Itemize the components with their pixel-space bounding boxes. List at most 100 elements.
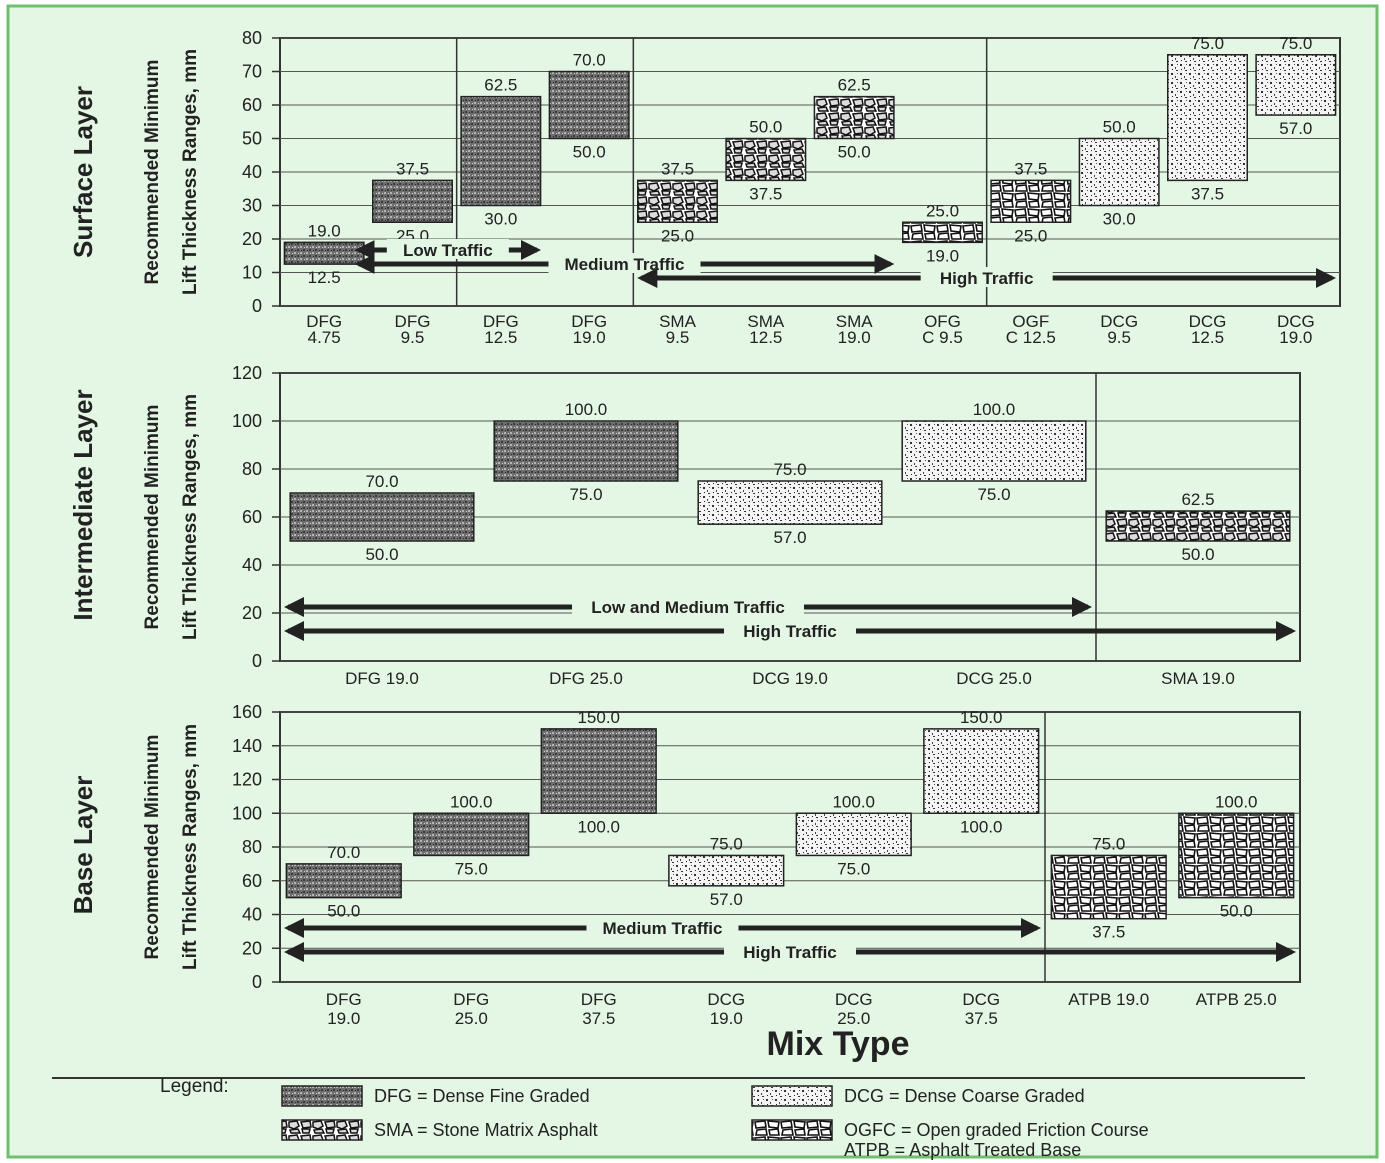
range-max-label: 100.0 — [973, 400, 1016, 419]
traffic-label: High Traffic — [743, 943, 837, 962]
range-min-label: 25.0 — [661, 226, 694, 245]
range-max-label: 75.0 — [1092, 834, 1125, 853]
y-tick-label: 40 — [242, 555, 262, 575]
traffic-label: Low and Medium Traffic — [591, 598, 785, 617]
y-tick-label: 0 — [252, 651, 262, 671]
y-tick-label: 20 — [242, 229, 262, 249]
category-label-line1: SMA — [836, 312, 874, 331]
range-max-label: 37.5 — [396, 159, 429, 178]
category-label-line1: OGF — [1012, 312, 1049, 331]
range-max-label: 150.0 — [960, 708, 1003, 727]
range-min-label: 12.5 — [308, 268, 341, 287]
range-min-label: 50.0 — [365, 545, 398, 564]
legend-label: DFG = Dense Fine Graded — [374, 1086, 590, 1106]
range-max-label: 75.0 — [1191, 34, 1224, 53]
y-tick-label: 100 — [232, 803, 262, 823]
panel-base-layer: 020406080100120140160DFG19.0DFG25.0DFG37… — [68, 702, 1301, 1028]
range-bar-sma — [725, 137, 807, 182]
range-max-label: 37.5 — [661, 159, 694, 178]
category-label-line1: ATPB 25.0 — [1196, 990, 1277, 1009]
y-tick-label: 120 — [232, 770, 262, 790]
range-bar-dfg — [493, 420, 679, 482]
range-bar-dcg — [923, 728, 1040, 814]
category-label: DCG 25.0 — [956, 669, 1032, 688]
range-bar-dfg — [413, 812, 530, 857]
y-axis-title-line1: Recommended Minimum — [142, 735, 163, 960]
range-max-label: 75.0 — [710, 834, 743, 853]
y-tick-label: 0 — [252, 972, 262, 992]
x-axis-title: Mix Type — [767, 1025, 910, 1063]
category-label-line2: 19.0 — [710, 1009, 743, 1028]
range-bar-dfg — [460, 95, 542, 207]
range-min-label: 75.0 — [455, 859, 488, 878]
legend: DFG = Dense Fine Graded DCG = Dense Coars… — [281, 1085, 1149, 1160]
range-max-label: 75.0 — [773, 460, 806, 479]
category-label-line1: DCG — [1189, 312, 1227, 331]
range-bar-ogfc — [1178, 812, 1295, 899]
traffic-label-bg — [724, 941, 856, 961]
range-bar-dcg — [1167, 54, 1248, 182]
panel-intermediate-layer: 0 20 40 60 80 100 120 DFG 19.0 DFG 25.0 DCG 19.0 D… — [68, 363, 1301, 688]
category-label: SMA 19.0 — [1161, 669, 1235, 688]
range-min-label: 57.0 — [773, 528, 806, 547]
range-min-label: 19.0 — [926, 246, 959, 265]
y-tick-label: 80 — [242, 837, 262, 857]
range-bar-sma — [813, 95, 895, 140]
legend-title: Legend: — [160, 1076, 229, 1097]
y-tick-label: 30 — [242, 196, 262, 216]
legend-swatch-dcg — [751, 1085, 833, 1107]
traffic-label-bg — [920, 267, 1053, 287]
legend-label: OGFC = Open graded Friction Course — [844, 1120, 1149, 1140]
range-min-label: 37.5 — [749, 184, 782, 203]
range-max-label: 70.0 — [327, 843, 360, 862]
range-bar-dfg — [372, 179, 453, 223]
y-axis-title-line2: Lift Thickness Ranges, mm — [180, 394, 201, 640]
y-axis-title-line1: Recommended Minimum — [142, 405, 163, 630]
y-tick-label: 70 — [242, 62, 262, 82]
range-bar-ogfc — [902, 221, 983, 244]
range-max-label: 25.0 — [926, 201, 959, 220]
range-bar-dfg — [289, 492, 475, 542]
category-label: DCG 19.0 — [752, 669, 828, 688]
y-tick-label: 60 — [242, 871, 262, 891]
range-max-label: 62.5 — [1181, 490, 1214, 509]
range-min-label: 30.0 — [1103, 210, 1136, 229]
category-label-line2: 19.0 — [1279, 328, 1312, 347]
category-label-line1: DFG — [483, 312, 519, 331]
category-label-line1: DFG — [571, 312, 607, 331]
range-bar-ogfc — [990, 179, 1072, 223]
section-title: Surface Layer — [68, 86, 98, 258]
y-tick-label: 40 — [242, 905, 262, 925]
category-label-line2: 37.5 — [965, 1009, 998, 1028]
range-min-label: 50.0 — [1220, 902, 1253, 921]
range-max-label: 75.0 — [1279, 34, 1312, 53]
legend-label: DCG = Dense Coarse Graded — [844, 1086, 1085, 1106]
range-min-label: 37.5 — [1191, 184, 1224, 203]
category-label-line1: DCG — [835, 990, 873, 1009]
category-label-line1: OFG — [924, 312, 961, 331]
category-label-line2: 9.5 — [666, 328, 690, 347]
category-label-line2: 9.5 — [401, 328, 425, 347]
y-tick-label: 40 — [242, 162, 262, 182]
y-tick-label: 60 — [242, 507, 262, 527]
category-label-line2: 12.5 — [1191, 328, 1224, 347]
category-label-line2: 37.5 — [582, 1009, 615, 1028]
legend-swatch-sma — [281, 1119, 363, 1141]
range-min-label: 100.0 — [577, 817, 620, 836]
category-label-line1: SMA — [747, 312, 785, 331]
range-bar-dcg — [668, 854, 785, 887]
range-max-label: 100.0 — [450, 792, 493, 811]
category-label-line2: C 12.5 — [1006, 328, 1056, 347]
range-bar-dcg — [901, 420, 1087, 482]
category-label-line2: 19.0 — [573, 328, 606, 347]
legend-swatch-ogfc — [751, 1119, 833, 1141]
range-min-label: 57.0 — [1279, 119, 1312, 138]
y-tick-label: 160 — [232, 702, 262, 722]
category-label-line2: 25.0 — [837, 1009, 870, 1028]
y-tick-label: 50 — [242, 129, 262, 149]
range-bar-sma — [1105, 510, 1291, 542]
range-min-label: 100.0 — [960, 817, 1003, 836]
category-label-line1: SMA — [659, 312, 697, 331]
category-label-line1: DFG — [581, 990, 617, 1009]
range-max-label: 100.0 — [1215, 792, 1258, 811]
